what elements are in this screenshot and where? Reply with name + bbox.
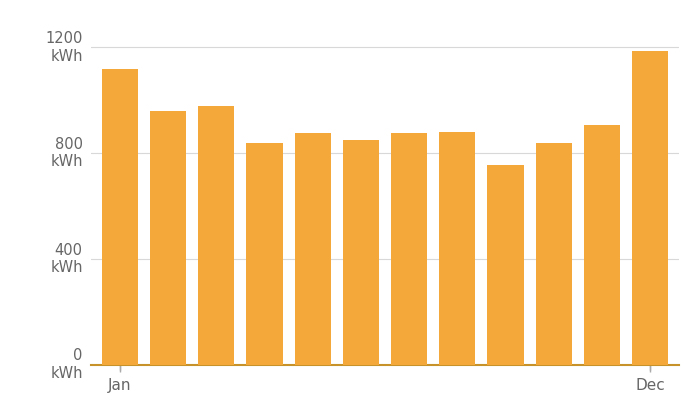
Bar [295,133,331,365]
Bar [632,52,668,365]
Bar [150,111,186,365]
Bar [536,142,572,365]
Bar [439,132,475,365]
Bar [246,142,283,365]
Bar [487,165,524,365]
Bar [391,133,427,365]
Bar [102,69,138,365]
Bar [584,125,620,365]
Bar [198,106,235,365]
Bar [343,140,379,365]
